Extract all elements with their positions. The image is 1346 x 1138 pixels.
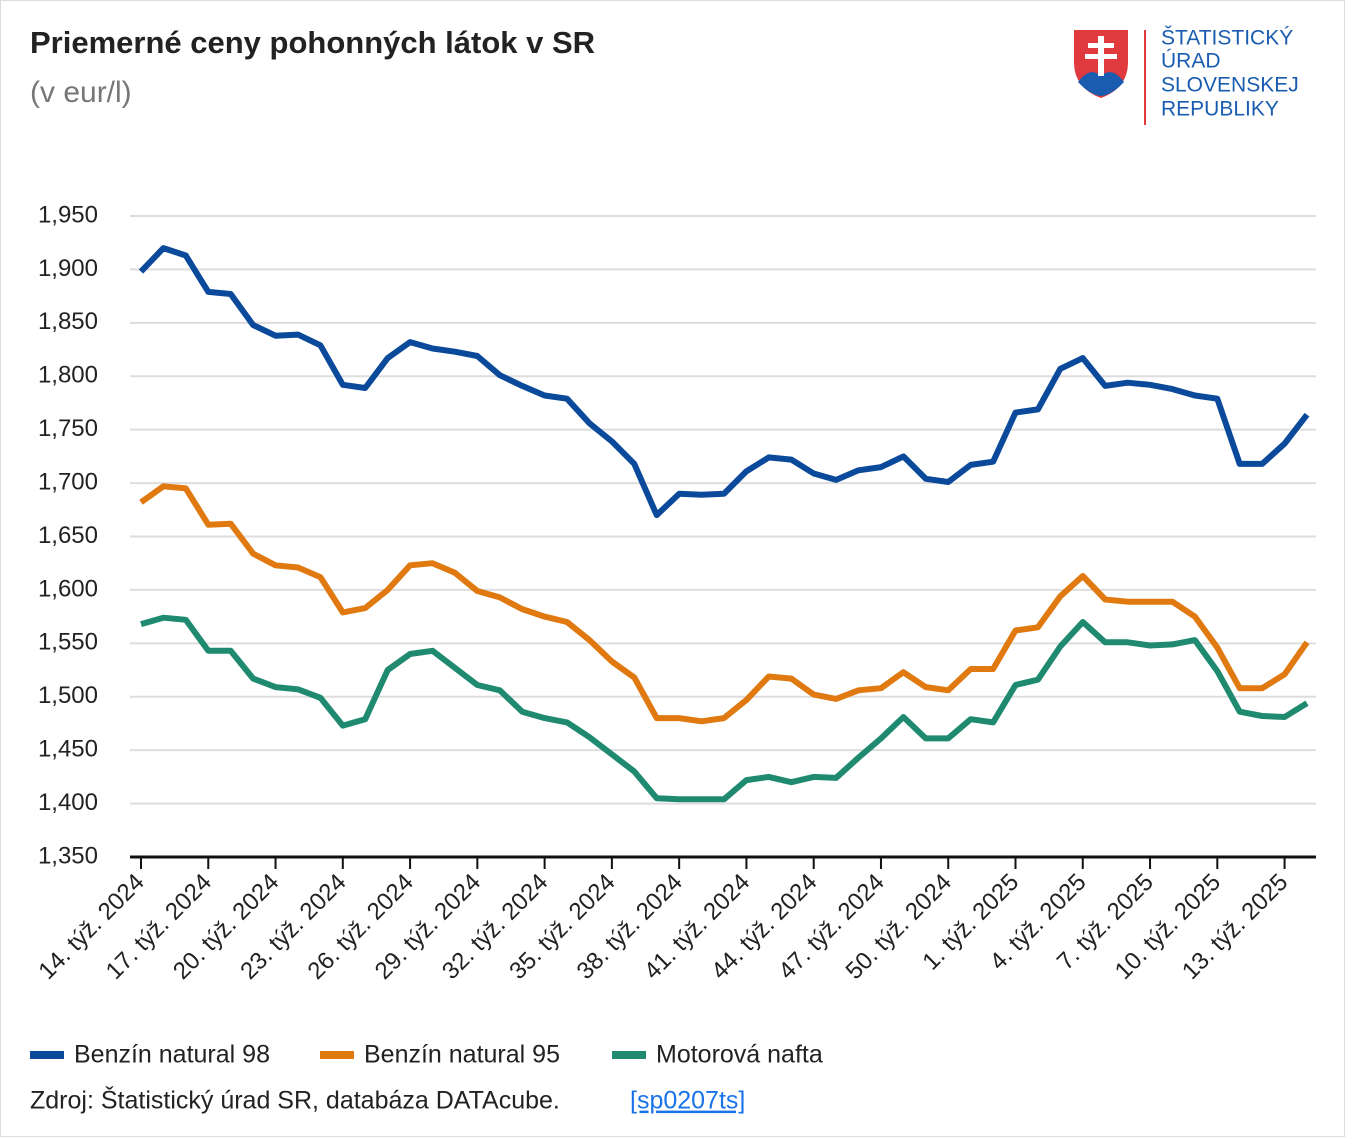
y-tick-label: 1,650 bbox=[38, 522, 98, 549]
source-link[interactable]: [sp0207ts] bbox=[630, 1087, 745, 1115]
y-tick-label: 1,700 bbox=[38, 468, 98, 495]
y-tick-label: 1,850 bbox=[38, 308, 98, 335]
logo-emblem bbox=[1074, 30, 1146, 125]
y-tick-label: 1,600 bbox=[38, 575, 98, 602]
y-tick-label: 1,550 bbox=[38, 629, 98, 656]
logo-text: ŠTATISTICKÝ bbox=[1161, 27, 1293, 50]
legend-label: Benzín natural 98 bbox=[74, 1041, 270, 1069]
line-series bbox=[140, 614, 1309, 803]
legend-swatch bbox=[30, 1051, 64, 1059]
y-tick-label: 1,500 bbox=[38, 682, 98, 709]
line-series bbox=[139, 483, 1310, 725]
y-tick-label: 1,350 bbox=[38, 842, 98, 869]
y-tick-label: 1,400 bbox=[38, 789, 98, 816]
legend-swatch bbox=[612, 1051, 646, 1059]
legend-swatch bbox=[320, 1051, 354, 1059]
chart-title: Priemerné ceny pohonných látok v SR bbox=[30, 25, 595, 60]
legend-label: Benzín natural 95 bbox=[364, 1041, 560, 1069]
y-tick-label: 1,750 bbox=[38, 415, 98, 442]
logo-text: REPUBLIKY bbox=[1161, 98, 1279, 121]
y-tick-label: 1,900 bbox=[38, 255, 98, 282]
logo-text: SLOVENSKEJ bbox=[1161, 74, 1299, 97]
line-series bbox=[138, 245, 1310, 519]
y-tick-label: 1,950 bbox=[38, 201, 98, 228]
logo-text: ÚRAD bbox=[1161, 50, 1221, 73]
y-tick-label: 1,450 bbox=[38, 736, 98, 763]
legend-label: Motorová nafta bbox=[656, 1041, 823, 1069]
source-text: Zdroj: Štatistický úrad SR, databáza DAT… bbox=[30, 1086, 560, 1115]
y-tick-label: 1,800 bbox=[38, 362, 98, 389]
chart-subtitle: (v eur/l) bbox=[30, 76, 132, 109]
